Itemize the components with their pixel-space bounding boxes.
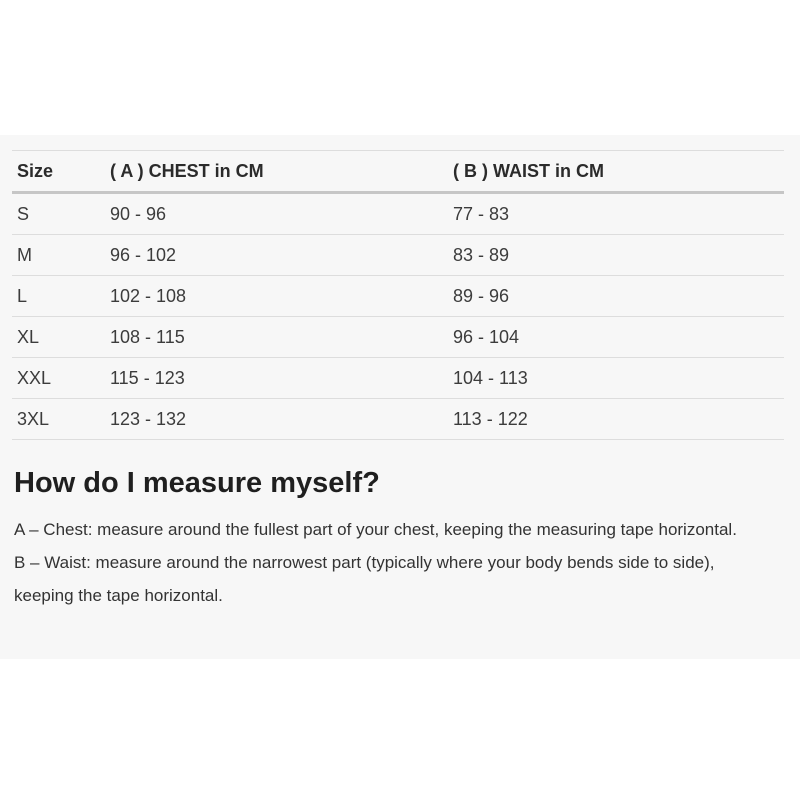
table-row: M 96 - 102 83 - 89 — [12, 234, 784, 276]
size-cell: S — [12, 192, 105, 235]
size-chart-table: Size ( A ) CHEST in CM ( B ) WAIST in CM… — [12, 150, 784, 440]
size-cell: XXL — [12, 357, 105, 399]
table-row: XXL 115 - 123 104 - 113 — [12, 357, 784, 399]
column-header-waist: ( B ) WAIST in CM — [448, 150, 784, 194]
column-header-chest: ( A ) CHEST in CM — [105, 150, 448, 194]
table-header-row: Size ( A ) CHEST in CM ( B ) WAIST in CM — [12, 150, 784, 194]
size-cell: 3XL — [12, 398, 105, 440]
measure-guide-heading: How do I measure myself? — [14, 467, 380, 499]
waist-range-cell: 113 - 122 — [448, 398, 784, 440]
chest-range-cell: 108 - 115 — [105, 316, 448, 358]
waist-range-cell: 96 - 104 — [448, 316, 784, 358]
table-row: XL 108 - 115 96 - 104 — [12, 316, 784, 358]
size-cell: M — [12, 234, 105, 276]
size-cell: L — [12, 275, 105, 317]
chest-instruction: A – Chest: measure around the fullest pa… — [14, 520, 737, 539]
column-header-size: Size — [12, 150, 105, 194]
table-row: 3XL 123 - 132 113 - 122 — [12, 398, 784, 440]
size-cell: XL — [12, 316, 105, 358]
waist-instruction: B – Waist: measure around the narrowest … — [14, 553, 715, 605]
chest-range-cell: 96 - 102 — [105, 234, 448, 276]
table-row: S 90 - 96 77 - 83 — [12, 192, 784, 235]
waist-range-cell: 83 - 89 — [448, 234, 784, 276]
size-guide-panel: Size ( A ) CHEST in CM ( B ) WAIST in CM… — [0, 135, 800, 659]
chest-range-cell: 115 - 123 — [105, 357, 448, 399]
chest-range-cell: 102 - 108 — [105, 275, 448, 317]
chest-range-cell: 90 - 96 — [105, 192, 448, 235]
waist-range-cell: 104 - 113 — [448, 357, 784, 399]
waist-range-cell: 89 - 96 — [448, 275, 784, 317]
table-row: L 102 - 108 89 - 96 — [12, 275, 784, 317]
waist-range-cell: 77 - 83 — [448, 192, 784, 235]
chest-range-cell: 123 - 132 — [105, 398, 448, 440]
